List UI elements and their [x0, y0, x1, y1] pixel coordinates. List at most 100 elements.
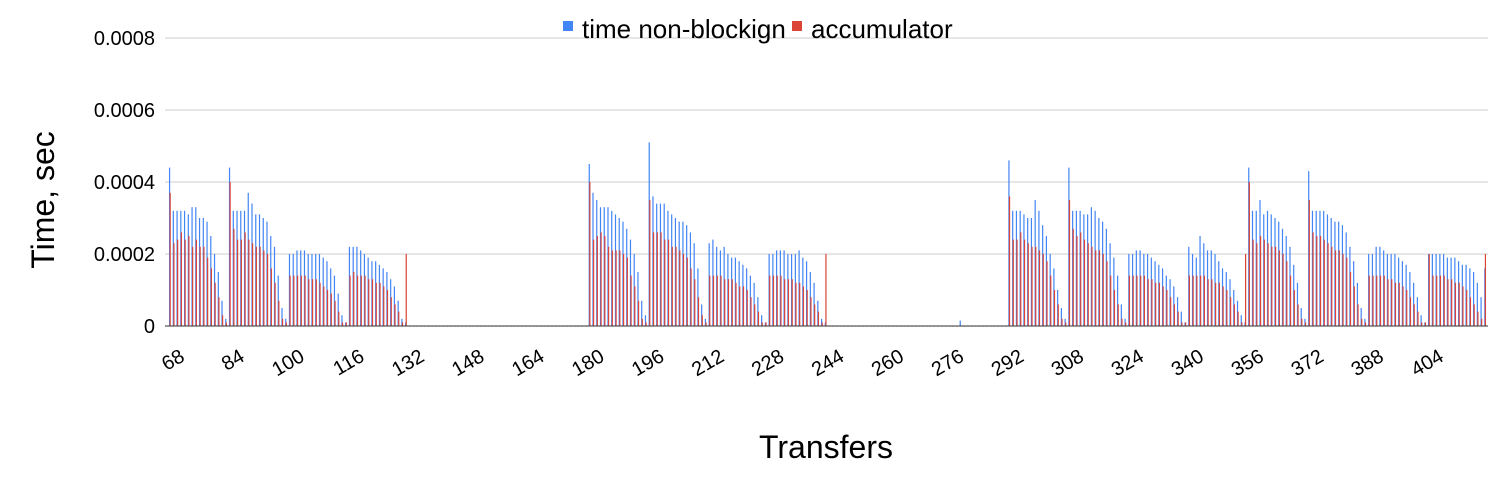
bar-accumulator — [1222, 286, 1224, 326]
bar-accumulator — [641, 318, 643, 326]
bar-accumulator — [1248, 182, 1250, 326]
bar-accumulator — [1173, 304, 1176, 326]
bar-accumulator — [1301, 318, 1303, 326]
bar-accumulator — [1046, 261, 1048, 326]
bar-accumulator — [667, 239, 670, 326]
bar-accumulator — [1451, 279, 1453, 326]
bar-accumulator — [281, 318, 284, 326]
bar-accumulator — [1155, 282, 1157, 326]
bar-accumulator — [1237, 311, 1239, 326]
bar-accumulator — [1117, 304, 1119, 326]
bar-accumulator — [1113, 290, 1116, 326]
bar-accumulator — [1274, 246, 1277, 326]
bar-time-non-blockign — [659, 203, 662, 326]
bar-accumulator — [772, 275, 775, 326]
bar-accumulator — [229, 182, 231, 326]
bar-accumulator — [1132, 275, 1134, 326]
bar-accumulator — [1286, 261, 1288, 326]
x-tick-label: 340 — [1168, 345, 1208, 381]
bar-accumulator — [705, 322, 707, 326]
bar-time-non-blockign — [195, 207, 197, 326]
bar-time-non-blockign — [202, 218, 204, 326]
bar-accumulator — [622, 254, 625, 326]
bar-accumulator — [1027, 243, 1029, 326]
bar-time-non-blockign — [809, 272, 811, 326]
bar-accumulator — [1226, 290, 1228, 326]
bar-accumulator — [192, 246, 194, 326]
bar-accumulator — [1398, 282, 1400, 326]
bar-accumulator — [386, 290, 389, 326]
bar-accumulator — [742, 286, 745, 326]
bar-accumulator — [1053, 290, 1056, 326]
bar-accumulator — [1102, 254, 1104, 326]
bar-accumulator — [1462, 286, 1464, 326]
bar-time-non-blockign — [1180, 311, 1182, 326]
bar-accumulator — [368, 279, 370, 326]
bar-accumulator — [1342, 254, 1344, 326]
bar-accumulator — [1312, 232, 1314, 326]
bar-time-non-blockign — [824, 322, 826, 326]
bar-time-non-blockign — [1480, 297, 1482, 326]
bar-time-non-blockign — [637, 272, 639, 326]
bar-accumulator — [364, 275, 366, 326]
bar-accumulator — [353, 272, 355, 326]
bar-time-non-blockign — [644, 315, 647, 326]
bar-accumulator — [1289, 275, 1292, 326]
bar-accumulator — [825, 254, 827, 326]
y-axis-ticks: 0 0.0002 0.0004 0.0006 0.0008 — [94, 28, 155, 338]
bar-time-non-blockign — [1472, 272, 1475, 326]
bar-accumulator — [1233, 304, 1235, 326]
bar-accumulator — [1012, 239, 1014, 326]
y-axis-title: Time, sec — [25, 131, 61, 269]
bar-accumulator — [712, 275, 715, 326]
bar-accumulator — [1338, 250, 1340, 326]
bar-time-non-blockign — [805, 261, 808, 326]
x-tick-label: 404 — [1407, 345, 1447, 381]
bar-accumulator — [810, 297, 812, 326]
bar-accumulator — [1128, 275, 1131, 326]
bar-accumulator — [188, 236, 190, 326]
bar-accumulator — [199, 246, 201, 326]
bar-accumulator — [278, 300, 280, 326]
bar-accumulator — [274, 282, 276, 326]
x-tick-label: 228 — [748, 345, 788, 381]
bar-accumulator — [270, 268, 272, 326]
bar-accumulator — [405, 254, 407, 326]
bar-time-non-blockign — [1191, 254, 1194, 326]
bar-accumulator — [315, 279, 317, 326]
x-tick-label: 244 — [808, 345, 848, 381]
bar-accumulator — [375, 282, 377, 326]
bar-accumulator — [345, 322, 347, 326]
bar-time-non-blockign — [1206, 250, 1209, 326]
bar-accumulator — [645, 322, 647, 326]
bar-accumulator — [675, 246, 677, 326]
bar-accumulator — [248, 239, 250, 326]
bar-accumulator — [1308, 200, 1310, 326]
bar-accumulator — [1477, 311, 1479, 326]
x-tick-label: 180 — [568, 345, 608, 381]
bar-accumulator — [293, 275, 295, 326]
bar-accumulator — [701, 315, 703, 326]
bar-accumulator — [1140, 275, 1142, 326]
bar-accumulator — [1421, 322, 1423, 326]
bar-accumulator — [1057, 304, 1059, 326]
bar-time-non-blockign — [1476, 282, 1478, 326]
bar-accumulator — [1095, 250, 1097, 326]
bar-accumulator — [1121, 318, 1123, 326]
bar-accumulator — [784, 279, 786, 326]
bar-accumulator — [1368, 275, 1370, 326]
y-tick-label: 0.0006 — [94, 100, 155, 122]
bar-accumulator — [1203, 275, 1205, 326]
bar-accumulator — [1147, 279, 1149, 326]
bar-accumulator — [1091, 246, 1093, 326]
bar-accumulator — [679, 250, 681, 326]
bar-accumulator — [1387, 279, 1389, 326]
bar-accumulator — [724, 279, 726, 326]
bar-accumulator — [1106, 261, 1108, 326]
bar-accumulator — [1076, 236, 1078, 326]
bar-accumulator — [240, 239, 242, 326]
bar-accumulator — [1035, 246, 1037, 326]
y-tick-label: 0.0002 — [94, 244, 155, 266]
bar-time-non-blockign — [341, 315, 343, 326]
